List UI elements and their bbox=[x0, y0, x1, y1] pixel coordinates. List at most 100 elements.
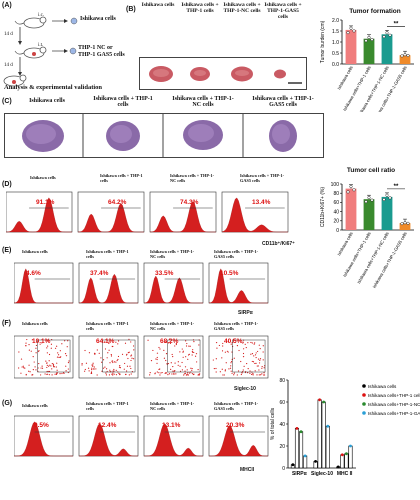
scatter-point bbox=[38, 350, 40, 352]
scatter-point bbox=[102, 359, 105, 361]
scatter-point bbox=[108, 341, 110, 343]
c-header-2: Ishikawa cells + THP-1 cells bbox=[93, 96, 153, 109]
e-header-4: Ishikawa cells + THP-1-GAS5 cells bbox=[214, 249, 259, 259]
scatter-point bbox=[249, 372, 251, 375]
scatter-point bbox=[46, 373, 48, 376]
scatter-point bbox=[224, 351, 226, 353]
flow-plot-frame bbox=[208, 335, 269, 379]
scatter-point bbox=[109, 362, 111, 364]
panel-label-g: (G) bbox=[2, 400, 13, 407]
scatter-point bbox=[184, 370, 186, 372]
scatter-point bbox=[262, 359, 264, 361]
scatter-point bbox=[182, 351, 184, 353]
bar bbox=[399, 223, 411, 230]
e-pct-3: 33.5% bbox=[155, 270, 174, 277]
scatter-point bbox=[53, 366, 55, 368]
scatter-point bbox=[64, 353, 67, 355]
scatter-point bbox=[247, 342, 249, 344]
scatter-point bbox=[105, 374, 108, 376]
scatter-point bbox=[18, 351, 20, 353]
flow-histograms-e bbox=[14, 262, 269, 304]
scatter-point bbox=[174, 362, 176, 364]
scatter-point bbox=[244, 343, 246, 345]
scatter-point bbox=[187, 358, 189, 360]
legend-marker bbox=[362, 411, 366, 415]
d-header-3: Ishikawa cells + THP-1-NC cells bbox=[170, 173, 215, 183]
scatter-point bbox=[198, 373, 200, 375]
scatter-point bbox=[259, 359, 261, 361]
panel-label-d: (D) bbox=[2, 181, 12, 188]
e-pct-4: 10.5% bbox=[220, 270, 239, 277]
scatter-point bbox=[130, 373, 132, 375]
mouse-icon bbox=[14, 46, 47, 59]
scatter-point bbox=[64, 340, 66, 342]
scatter-point bbox=[258, 374, 260, 376]
g-pct-2: 12.4% bbox=[98, 422, 117, 429]
scatter-point bbox=[174, 345, 176, 347]
f-axis-label: Siglec-10 bbox=[234, 386, 256, 392]
x-tick-label: Ishikawa cells+THP-1-GAS5 cells bbox=[371, 231, 407, 289]
scatter-point bbox=[257, 358, 260, 360]
scatter-point bbox=[221, 368, 223, 370]
y-tick-label: 1.0 bbox=[332, 40, 339, 46]
scatter-point bbox=[243, 348, 245, 350]
scatter-point bbox=[160, 372, 162, 374]
e-pct-1: 4.6% bbox=[26, 270, 41, 277]
bar bbox=[344, 453, 349, 469]
scatter-point bbox=[95, 368, 97, 370]
data-point bbox=[370, 37, 374, 41]
scatter-point bbox=[258, 369, 260, 371]
scatter-point bbox=[21, 366, 23, 368]
scatter-point bbox=[47, 370, 49, 373]
bar bbox=[363, 199, 375, 230]
bar bbox=[345, 29, 357, 64]
scatter-point bbox=[59, 372, 61, 375]
scatter-point bbox=[128, 374, 130, 376]
scatter-point bbox=[255, 362, 257, 364]
scatter-point bbox=[119, 373, 121, 376]
scatter-point bbox=[117, 355, 120, 358]
flow-histograms-d bbox=[6, 191, 289, 233]
scatter-point bbox=[230, 343, 232, 345]
scatter-point bbox=[110, 354, 112, 356]
scatter-point bbox=[24, 367, 26, 369]
bar bbox=[381, 34, 393, 64]
scatter-point bbox=[252, 374, 254, 376]
scatter-point bbox=[185, 340, 187, 342]
scatter-point bbox=[81, 364, 83, 366]
scatter-point bbox=[187, 374, 190, 376]
scatter-point bbox=[96, 349, 98, 351]
scatter-point bbox=[172, 365, 174, 368]
scatter-point bbox=[261, 365, 263, 368]
step2-time: 14 d bbox=[4, 32, 13, 37]
scatter-point bbox=[48, 365, 50, 367]
scatter-point bbox=[175, 373, 177, 375]
y-tick-label: 2.0 bbox=[332, 18, 339, 24]
scatter-point bbox=[28, 349, 30, 351]
data-point bbox=[349, 185, 353, 189]
scatter-point bbox=[227, 351, 229, 353]
scatter-point bbox=[247, 372, 249, 374]
scatter-point bbox=[121, 353, 124, 355]
scatter-point bbox=[57, 354, 60, 356]
scatter-point bbox=[107, 352, 109, 354]
scatter-point bbox=[41, 367, 44, 369]
scatter-point bbox=[246, 362, 248, 365]
scatter-point bbox=[163, 357, 165, 359]
scatter-point bbox=[156, 356, 158, 359]
scatter-point bbox=[90, 371, 93, 373]
scatter-point bbox=[186, 342, 188, 345]
scatter-point bbox=[147, 339, 149, 341]
scatter-point bbox=[67, 361, 70, 364]
scatter-point bbox=[88, 352, 91, 354]
scatter-point bbox=[113, 373, 115, 375]
scatter-point bbox=[249, 370, 251, 372]
scatter-point bbox=[251, 342, 253, 344]
scatter-point bbox=[257, 350, 259, 353]
f-pct-4: 40.5% bbox=[224, 338, 243, 345]
scatter-point bbox=[168, 373, 171, 375]
scatter-point bbox=[54, 347, 57, 349]
step3-label: Analysis & experimental validation bbox=[4, 84, 103, 91]
scatter-point bbox=[252, 361, 255, 363]
scatter-point bbox=[45, 360, 47, 362]
